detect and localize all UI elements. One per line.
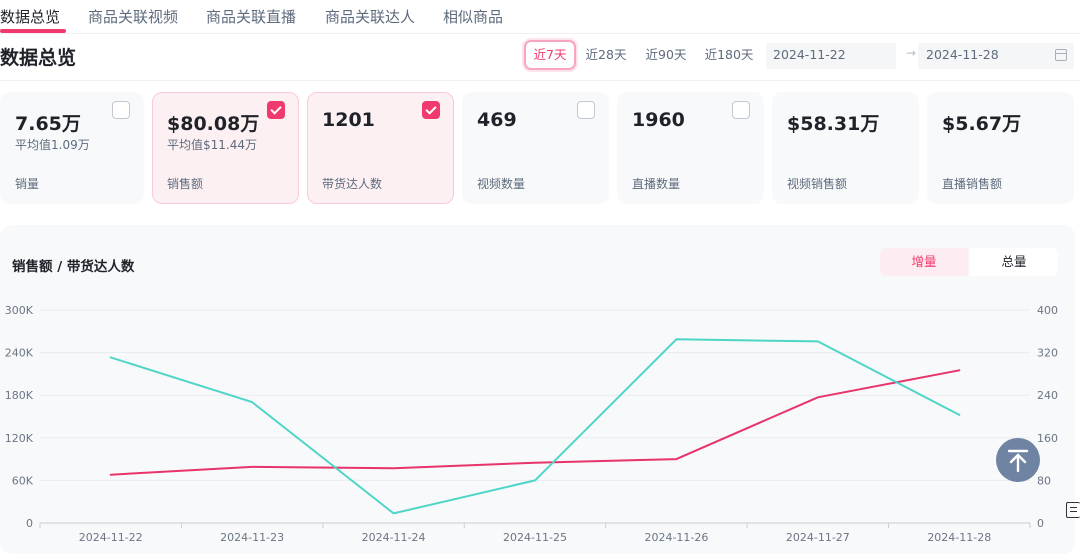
metric-label: 直播销售额 [942,177,1003,191]
x-axis-tick-label: 2024-11-22 [79,531,143,544]
left-axis-tick-label: 120K [5,432,34,445]
right-axis-tick-label: 240 [1037,389,1058,402]
calendar-icon[interactable] [1055,49,1067,61]
metric-value: 469 [477,109,517,131]
toggle-total-button[interactable]: 总量 [970,248,1058,276]
page-title: 数据总览 [0,47,77,69]
metric-checkbox-checked[interactable] [267,101,285,119]
metric-average: 平均值1.09万 [15,138,90,152]
metric-card-video-sales[interactable]: $58.31万 视频销售额 [772,92,919,204]
left-axis-tick-label: 0 [26,517,33,530]
start-date-text: 2024-11-22 [773,47,846,62]
chart-title: 销售额 / 带货达人数 [12,259,135,275]
chart-panel [0,225,1075,554]
tab-related-videos[interactable]: 商品关联视频 [88,8,179,26]
list-doc-icon[interactable] [1066,502,1080,518]
x-axis-tick-label: 2024-11-24 [362,531,426,544]
line-chart: 0 0 60K 80 120K 160 180K 240 240K 320 300K 400 2024-… [5,304,1058,544]
date-range-arrow-icon: → [906,46,917,60]
metric-label: 销量 [15,177,40,191]
metric-checkbox[interactable] [732,101,750,119]
metric-checkbox-checked[interactable] [422,101,440,119]
tab-similar-products[interactable]: 相似商品 [443,8,504,26]
metric-value: $80.08万 [167,113,260,135]
metric-label: 视频数量 [477,177,526,191]
left-axis-tick-label: 180K [5,389,34,402]
metric-checkbox[interactable] [577,101,595,119]
metric-card-creator-count[interactable]: 1201 带货达人数 [307,92,454,204]
right-axis-tick-label: 80 [1037,474,1051,487]
series-line-0 [109,369,961,476]
metric-card-sales-volume[interactable]: 7.65万 平均值1.09万 销量 [0,92,144,204]
range-28d-button[interactable]: 近28天 [585,47,627,62]
metric-label: 视频销售额 [787,177,848,191]
metric-card-live-count[interactable]: 1960 直播数量 [617,92,764,204]
metric-label: 带货达人数 [322,177,383,191]
top-tabs: 数据总览 商品关联视频 商品关联直播 商品关联达人 相似商品 [0,0,1080,34]
series-line-1 [109,338,961,515]
left-axis-tick-label: 60K [12,474,34,487]
x-axis-tick-label: 2024-11-25 [503,531,567,544]
metric-card-video-count[interactable]: 469 视频数量 [462,92,609,204]
range-90d-button[interactable]: 近90天 [645,47,687,62]
metric-label: 直播数量 [632,177,681,191]
metric-card-sales-amount[interactable]: $80.08万 平均值$11.44万 销售额 [152,92,299,204]
right-axis-tick-label: 320 [1037,347,1058,360]
tab-related-creators[interactable]: 商品关联达人 [325,8,416,26]
x-axis-tick-label: 2024-11-26 [644,531,708,544]
x-axis-tick-label: 2024-11-28 [927,531,991,544]
active-tab-indicator [0,29,66,33]
range-180d-button[interactable]: 近180天 [704,47,754,62]
end-date-field[interactable] [918,43,1074,69]
right-axis-tick-label: 400 [1037,304,1058,317]
metric-value: 7.65万 [15,113,81,135]
header-divider [0,80,1080,81]
start-date-field[interactable] [766,43,896,69]
x-axis-tick-label: 2024-11-27 [786,531,850,544]
right-axis-tick-label: 0 [1037,517,1044,530]
metric-label: 销售额 [167,177,204,191]
right-axis-tick-label: 160 [1037,432,1058,445]
tab-related-lives[interactable]: 商品关联直播 [206,8,297,26]
metric-checkbox[interactable] [112,101,130,119]
left-axis-tick-label: 240K [5,347,34,360]
x-axis-tick-label: 2024-11-23 [220,531,284,544]
end-date-text: 2024-11-28 [926,47,999,62]
metric-value: 1201 [322,109,375,131]
back-to-top-button[interactable] [996,438,1040,482]
range-7d-button[interactable]: 近7天 [524,40,576,70]
metric-average: 平均值$11.44万 [167,138,257,152]
metric-value: $58.31万 [787,113,880,135]
metric-card-live-sales[interactable]: $5.67万 直播销售额 [927,92,1074,204]
arrow-up-to-top-icon [1007,449,1029,473]
metric-value: 1960 [632,109,685,131]
tab-data-overview[interactable]: 数据总览 [0,8,61,26]
toggle-increment-button[interactable]: 增量 [880,248,968,276]
metric-value: $5.67万 [942,113,1022,135]
left-axis-tick-label: 300K [5,304,34,317]
